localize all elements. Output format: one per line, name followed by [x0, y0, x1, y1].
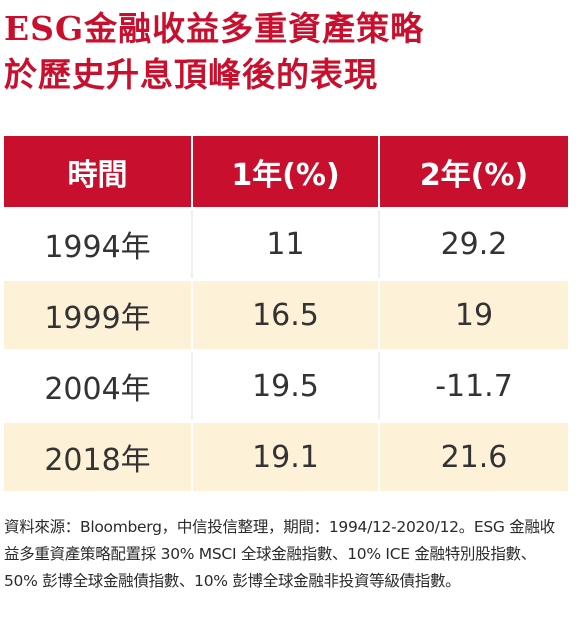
table-row: 2004年 19.5 -11.7 [4, 349, 568, 420]
header-period: 時間 [67, 157, 128, 193]
note-line-1: 資料來源：Bloomberg，中信投信整理，期間：1994/12-2020/12… [4, 518, 555, 536]
title-line-2: 於歷史升息頂峰後的表現 [4, 55, 378, 94]
title-line-1: ESG金融收益多重資產策略 [4, 9, 425, 48]
cell-2-year: 21.6 [378, 423, 568, 491]
cell-2-year: 29.2 [378, 210, 568, 278]
header-2-year: 2年(%) [378, 136, 568, 207]
page-title: ESG金融收益多重資產策略 於歷史升息頂峰後的表現 [4, 6, 576, 98]
cell-period: 2004年 [44, 372, 151, 407]
performance-table: 時間 1年(%) 2年(%) 1994年 11 29.2 1999年 16.5 … [4, 136, 568, 491]
cell-period: 2018年 [44, 443, 151, 478]
note-line-2: 益多重資產策略配置採 30% MSCI 全球金融指數、10% ICE 金融特別股… [4, 545, 536, 563]
cell-1-year: 11 [191, 210, 378, 278]
cell-1-year: 19.5 [191, 352, 378, 420]
cell-period: 1994年 [44, 230, 151, 265]
table-row: 1999年 16.5 19 [4, 278, 568, 349]
cell-2-year: 19 [378, 281, 568, 349]
note-line-3: 50% 彭博全球金融債指數、10% 彭博全球金融非投資等級債指數。 [4, 572, 461, 590]
cell-period: 1999年 [44, 301, 151, 336]
source-note: 資料來源：Bloomberg，中信投信整理，期間：1994/12-2020/12… [4, 514, 576, 595]
header-1-year: 1年(%) [191, 136, 378, 207]
table-row: 2018年 19.1 21.6 [4, 420, 568, 491]
cell-2-year: -11.7 [378, 352, 568, 420]
cell-1-year: 16.5 [191, 281, 378, 349]
table-row: 1994年 11 29.2 [4, 207, 568, 278]
table-header-row: 時間 1年(%) 2年(%) [4, 136, 568, 207]
cell-1-year: 19.1 [191, 423, 378, 491]
